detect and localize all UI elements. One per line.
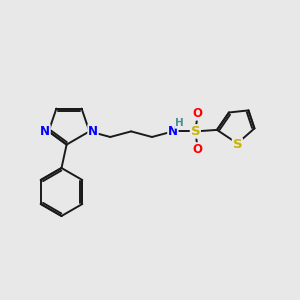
Text: S: S — [232, 138, 242, 152]
Text: S: S — [190, 125, 200, 138]
Text: O: O — [193, 143, 203, 156]
Text: N: N — [40, 125, 50, 138]
Text: O: O — [193, 107, 203, 120]
Text: N: N — [88, 125, 98, 138]
Text: H: H — [175, 118, 184, 128]
Text: N: N — [168, 125, 178, 138]
